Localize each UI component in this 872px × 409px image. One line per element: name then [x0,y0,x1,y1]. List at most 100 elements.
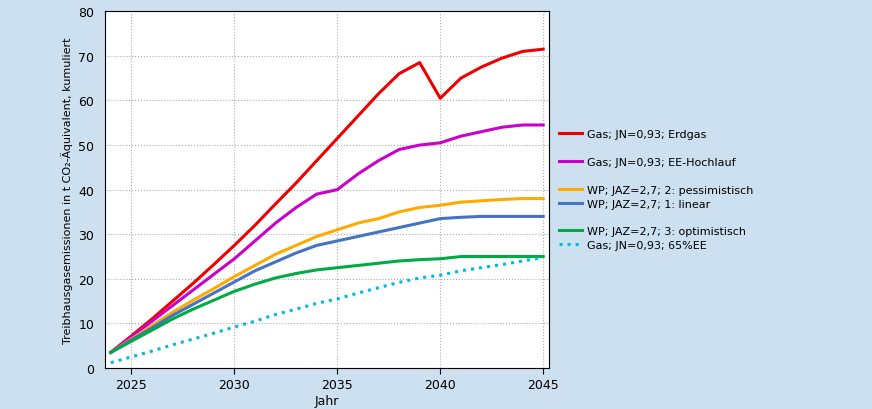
WP; JAZ=2,7; 3: optimistisch: (2.04e+03, 22.5): optimistisch: (2.04e+03, 22.5) [332,265,343,270]
WP; JAZ=2,7; 1: linear: (2.04e+03, 34): linear: (2.04e+03, 34) [517,214,528,219]
Gas; JN=0,93; EE-Hochlauf [249,239,260,244]
Gas; JN=0,93; 65%EE [435,273,446,278]
WP; JAZ=2,7; 3: optimistisch: (2.04e+03, 25): optimistisch: (2.04e+03, 25) [517,254,528,259]
Gas; JN=0,93; EE-Hochlauf [373,159,384,164]
Gas; JN=0,93; EE-Hochlauf [146,319,157,324]
WP; JAZ=2,7; 1: linear: (2.04e+03, 33.8): linear: (2.04e+03, 33.8) [455,215,466,220]
WP; JAZ=2,7; 2: pessimistisch: (2.04e+03, 38): pessimistisch: (2.04e+03, 38) [517,197,528,202]
Gas; JN=0,93; Erdgas [208,263,219,267]
Gas; JN=0,93; Erdgas [188,281,199,286]
WP; JAZ=2,7; 2: pessimistisch: (2.04e+03, 33.5): pessimistisch: (2.04e+03, 33.5) [373,217,384,222]
WP; JAZ=2,7; 2: pessimistisch: (2.04e+03, 32.5): pessimistisch: (2.04e+03, 32.5) [352,221,363,226]
Gas; JN=0,93; Erdgas [311,159,322,164]
Gas; JN=0,93; 65%EE [414,276,425,281]
Gas; JN=0,93; EE-Hochlauf [476,130,487,135]
Line: Gas; JN=0,93; EE-Hochlauf: Gas; JN=0,93; EE-Hochlauf [111,126,543,353]
WP; JAZ=2,7; 2: pessimistisch: (2.04e+03, 36): pessimistisch: (2.04e+03, 36) [414,205,425,210]
WP; JAZ=2,7; 1: linear: (2.02e+03, 3.5): linear: (2.02e+03, 3.5) [106,350,116,355]
WP; JAZ=2,7; 1: linear: (2.03e+03, 21.8): linear: (2.03e+03, 21.8) [249,269,260,274]
WP; JAZ=2,7; 1: linear: (2.04e+03, 29.5): linear: (2.04e+03, 29.5) [352,234,363,239]
WP; JAZ=2,7; 3: optimistisch: (2.04e+03, 23): optimistisch: (2.04e+03, 23) [352,263,363,268]
WP; JAZ=2,7; 3: optimistisch: (2.03e+03, 21.2): optimistisch: (2.03e+03, 21.2) [291,271,302,276]
Gas; JN=0,93; 65%EE [476,265,487,270]
Gas; JN=0,93; EE-Hochlauf [229,257,240,262]
Gas; JN=0,93; EE-Hochlauf [188,288,199,293]
WP; JAZ=2,7; 2: pessimistisch: (2.03e+03, 27.5): pessimistisch: (2.03e+03, 27.5) [291,243,302,248]
WP; JAZ=2,7; 2: pessimistisch: (2.03e+03, 12.5): pessimistisch: (2.03e+03, 12.5) [167,310,178,315]
WP; JAZ=2,7; 2: pessimistisch: (2.04e+03, 37.8): pessimistisch: (2.04e+03, 37.8) [497,198,508,202]
Gas; JN=0,93; EE-Hochlauf [414,143,425,148]
WP; JAZ=2,7; 1: linear: (2.04e+03, 32.5): linear: (2.04e+03, 32.5) [414,221,425,226]
WP; JAZ=2,7; 1: linear: (2.04e+03, 34): linear: (2.04e+03, 34) [497,214,508,219]
WP; JAZ=2,7; 3: optimistisch: (2.04e+03, 25): optimistisch: (2.04e+03, 25) [538,254,548,259]
WP; JAZ=2,7; 1: linear: (2.03e+03, 9): linear: (2.03e+03, 9) [146,326,157,330]
WP; JAZ=2,7; 3: optimistisch: (2.02e+03, 6): optimistisch: (2.02e+03, 6) [126,339,137,344]
WP; JAZ=2,7; 2: pessimistisch: (2.03e+03, 25.5): pessimistisch: (2.03e+03, 25.5) [270,252,281,257]
Gas; JN=0,93; 65%EE [517,259,528,264]
WP; JAZ=2,7; 3: optimistisch: (2.04e+03, 24.3): optimistisch: (2.04e+03, 24.3) [414,258,425,263]
WP; JAZ=2,7; 2: pessimistisch: (2.04e+03, 31): pessimistisch: (2.04e+03, 31) [332,228,343,233]
WP; JAZ=2,7; 2: pessimistisch: (2.04e+03, 37.5): pessimistisch: (2.04e+03, 37.5) [476,199,487,204]
WP; JAZ=2,7; 1: linear: (2.04e+03, 31.5): linear: (2.04e+03, 31.5) [394,225,405,230]
WP; JAZ=2,7; 3: optimistisch: (2.04e+03, 25): optimistisch: (2.04e+03, 25) [476,254,487,259]
WP; JAZ=2,7; 2: pessimistisch: (2.04e+03, 35): pessimistisch: (2.04e+03, 35) [394,210,405,215]
Gas; JN=0,93; Erdgas [497,56,508,61]
WP; JAZ=2,7; 1: linear: (2.04e+03, 28.5): linear: (2.04e+03, 28.5) [332,239,343,244]
Gas; JN=0,93; Erdgas [352,115,363,119]
Gas; JN=0,93; EE-Hochlauf [106,350,116,355]
Line: Gas; JN=0,93; Erdgas: Gas; JN=0,93; Erdgas [111,50,543,353]
Gas; JN=0,93; 65%EE [126,355,137,360]
WP; JAZ=2,7; 2: pessimistisch: (2.03e+03, 15.2): pessimistisch: (2.03e+03, 15.2) [188,298,199,303]
Legend: Gas; JN=0,93; Erdgas, , Gas; JN=0,93; EE-Hochlauf, , WP; JAZ=2,7; 2: pessimistis: Gas; JN=0,93; Erdgas, , Gas; JN=0,93; EE… [559,130,753,251]
Gas; JN=0,93; Erdgas [126,334,137,339]
WP; JAZ=2,7; 3: optimistisch: (2.03e+03, 8.5): optimistisch: (2.03e+03, 8.5) [146,328,157,333]
Gas; JN=0,93; 65%EE [332,297,343,301]
Gas; JN=0,93; EE-Hochlauf [497,126,508,130]
WP; JAZ=2,7; 3: optimistisch: (2.03e+03, 15.2): optimistisch: (2.03e+03, 15.2) [208,298,219,303]
Gas; JN=0,93; 65%EE [106,360,116,365]
WP; JAZ=2,7; 2: pessimistisch: (2.03e+03, 20.5): pessimistisch: (2.03e+03, 20.5) [229,274,240,279]
Gas; JN=0,93; Erdgas [270,202,281,207]
Gas; JN=0,93; 65%EE [229,325,240,330]
WP; JAZ=2,7; 1: linear: (2.03e+03, 23.8): linear: (2.03e+03, 23.8) [270,260,281,265]
WP; JAZ=2,7; 1: linear: (2.03e+03, 19.3): linear: (2.03e+03, 19.3) [229,280,240,285]
WP; JAZ=2,7; 3: optimistisch: (2.03e+03, 22): optimistisch: (2.03e+03, 22) [311,268,322,273]
Gas; JN=0,93; 65%EE [291,307,302,312]
WP; JAZ=2,7; 1: linear: (2.04e+03, 33.5): linear: (2.04e+03, 33.5) [435,217,446,222]
WP; JAZ=2,7; 3: optimistisch: (2.03e+03, 17.2): optimistisch: (2.03e+03, 17.2) [229,289,240,294]
Gas; JN=0,93; EE-Hochlauf [208,272,219,277]
Gas; JN=0,93; EE-Hochlauf [435,141,446,146]
Gas; JN=0,93; Erdgas [476,65,487,70]
Gas; JN=0,93; Erdgas [332,137,343,142]
WP; JAZ=2,7; 2: pessimistisch: (2.02e+03, 6.5): pessimistisch: (2.02e+03, 6.5) [126,337,137,342]
WP; JAZ=2,7; 1: linear: (2.04e+03, 34): linear: (2.04e+03, 34) [476,214,487,219]
WP; JAZ=2,7; 2: pessimistisch: (2.03e+03, 29.5): pessimistisch: (2.03e+03, 29.5) [311,234,322,239]
WP; JAZ=2,7; 2: pessimistisch: (2.03e+03, 17.8): pessimistisch: (2.03e+03, 17.8) [208,286,219,291]
WP; JAZ=2,7; 2: pessimistisch: (2.02e+03, 3.5): pessimistisch: (2.02e+03, 3.5) [106,350,116,355]
WP; JAZ=2,7; 3: optimistisch: (2.04e+03, 24): optimistisch: (2.04e+03, 24) [394,259,405,264]
Gas; JN=0,93; Erdgas [394,72,405,77]
WP; JAZ=2,7; 3: optimistisch: (2.04e+03, 25): optimistisch: (2.04e+03, 25) [455,254,466,259]
WP; JAZ=2,7; 3: optimistisch: (2.03e+03, 20.2): optimistisch: (2.03e+03, 20.2) [270,276,281,281]
Gas; JN=0,93; Erdgas [414,61,425,66]
WP; JAZ=2,7; 2: pessimistisch: (2.03e+03, 23): pessimistisch: (2.03e+03, 23) [249,263,260,268]
WP; JAZ=2,7; 2: pessimistisch: (2.04e+03, 36.5): pessimistisch: (2.04e+03, 36.5) [435,203,446,208]
Gas; JN=0,93; Erdgas [167,299,178,304]
Gas; JN=0,93; Erdgas [435,97,446,101]
Gas; JN=0,93; Erdgas [455,76,466,81]
WP; JAZ=2,7; 3: optimistisch: (2.04e+03, 24.5): optimistisch: (2.04e+03, 24.5) [435,257,446,262]
WP; JAZ=2,7; 1: linear: (2.03e+03, 27.5): linear: (2.03e+03, 27.5) [311,243,322,248]
Gas; JN=0,93; EE-Hochlauf [352,172,363,177]
WP; JAZ=2,7; 3: optimistisch: (2.02e+03, 3.5): optimistisch: (2.02e+03, 3.5) [106,350,116,355]
Gas; JN=0,93; 65%EE [270,312,281,317]
Y-axis label: Treibhausgasemissionen in t CO₂-Äquivalent, kumuliert: Treibhausgasemissionen in t CO₂-Äquivale… [61,37,72,343]
Gas; JN=0,93; 65%EE [455,269,466,274]
WP; JAZ=2,7; 1: linear: (2.03e+03, 16.8): linear: (2.03e+03, 16.8) [208,291,219,296]
Line: WP; JAZ=2,7; 2: pessimistisch: WP; JAZ=2,7; 2: pessimistisch [111,199,543,353]
Gas; JN=0,93; Erdgas [146,317,157,321]
Gas; JN=0,93; 65%EE [188,337,199,342]
WP; JAZ=2,7; 1: linear: (2.04e+03, 34): linear: (2.04e+03, 34) [538,214,548,219]
Gas; JN=0,93; EE-Hochlauf [311,192,322,197]
Gas; JN=0,93; 65%EE [497,263,508,267]
Gas; JN=0,93; Erdgas [538,47,548,52]
